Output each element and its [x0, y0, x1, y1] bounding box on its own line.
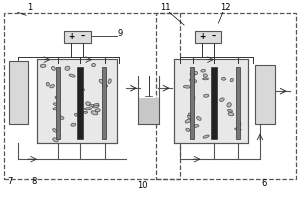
Bar [37, 59, 117, 143]
Text: +: + [69, 32, 75, 41]
Ellipse shape [238, 122, 241, 127]
Ellipse shape [190, 79, 197, 83]
Ellipse shape [220, 98, 224, 101]
Ellipse shape [92, 105, 99, 108]
Ellipse shape [65, 66, 70, 70]
Ellipse shape [71, 123, 76, 126]
Ellipse shape [53, 129, 57, 132]
Text: +: + [200, 32, 206, 41]
Ellipse shape [186, 128, 190, 131]
Ellipse shape [46, 82, 50, 86]
Ellipse shape [188, 113, 193, 116]
Text: 1: 1 [27, 3, 32, 12]
Ellipse shape [53, 138, 58, 142]
Ellipse shape [99, 79, 104, 83]
Ellipse shape [203, 135, 209, 138]
Ellipse shape [40, 64, 46, 67]
Bar [236, 67, 240, 139]
Ellipse shape [53, 103, 57, 105]
Bar [174, 59, 248, 143]
Bar [190, 67, 194, 139]
Text: 9: 9 [117, 29, 123, 38]
Ellipse shape [235, 128, 241, 130]
Ellipse shape [230, 78, 233, 82]
Ellipse shape [183, 85, 190, 88]
Text: 8: 8 [31, 177, 37, 186]
Ellipse shape [193, 125, 199, 127]
Ellipse shape [95, 109, 100, 112]
Ellipse shape [202, 78, 208, 80]
Ellipse shape [79, 95, 82, 99]
Ellipse shape [185, 119, 191, 123]
Bar [102, 67, 106, 139]
Ellipse shape [92, 63, 95, 67]
Text: –: – [80, 32, 85, 41]
Text: 12: 12 [220, 3, 230, 12]
Bar [64, 31, 91, 43]
Ellipse shape [83, 111, 88, 113]
Ellipse shape [74, 113, 78, 116]
Bar [156, 13, 296, 179]
Ellipse shape [108, 79, 111, 83]
Text: 6: 6 [262, 179, 267, 188]
Ellipse shape [58, 116, 64, 119]
Ellipse shape [89, 104, 94, 107]
Ellipse shape [204, 94, 209, 97]
Ellipse shape [196, 117, 201, 120]
Ellipse shape [84, 108, 92, 110]
Bar [195, 31, 221, 43]
Ellipse shape [55, 96, 60, 99]
Ellipse shape [52, 66, 56, 70]
Ellipse shape [201, 69, 206, 72]
Bar [255, 65, 274, 124]
Bar [77, 67, 83, 139]
Bar [4, 13, 180, 179]
Ellipse shape [228, 112, 234, 116]
Ellipse shape [203, 74, 207, 77]
Ellipse shape [91, 111, 98, 115]
Ellipse shape [227, 103, 231, 107]
Ellipse shape [86, 102, 91, 106]
Ellipse shape [190, 72, 195, 76]
Ellipse shape [69, 74, 75, 77]
Bar [211, 67, 217, 139]
Text: 11: 11 [160, 3, 171, 12]
Ellipse shape [53, 107, 60, 110]
Ellipse shape [188, 115, 191, 119]
Ellipse shape [80, 89, 84, 91]
Ellipse shape [191, 96, 195, 101]
Ellipse shape [228, 109, 232, 112]
Bar [56, 67, 60, 139]
Ellipse shape [93, 104, 99, 106]
Ellipse shape [103, 84, 107, 88]
Ellipse shape [194, 72, 198, 75]
Text: –: – [211, 32, 215, 41]
Bar [138, 98, 159, 124]
Text: 7: 7 [7, 177, 13, 186]
Bar [9, 61, 28, 124]
Text: 10: 10 [136, 181, 147, 190]
Ellipse shape [50, 85, 54, 88]
Ellipse shape [221, 77, 226, 80]
